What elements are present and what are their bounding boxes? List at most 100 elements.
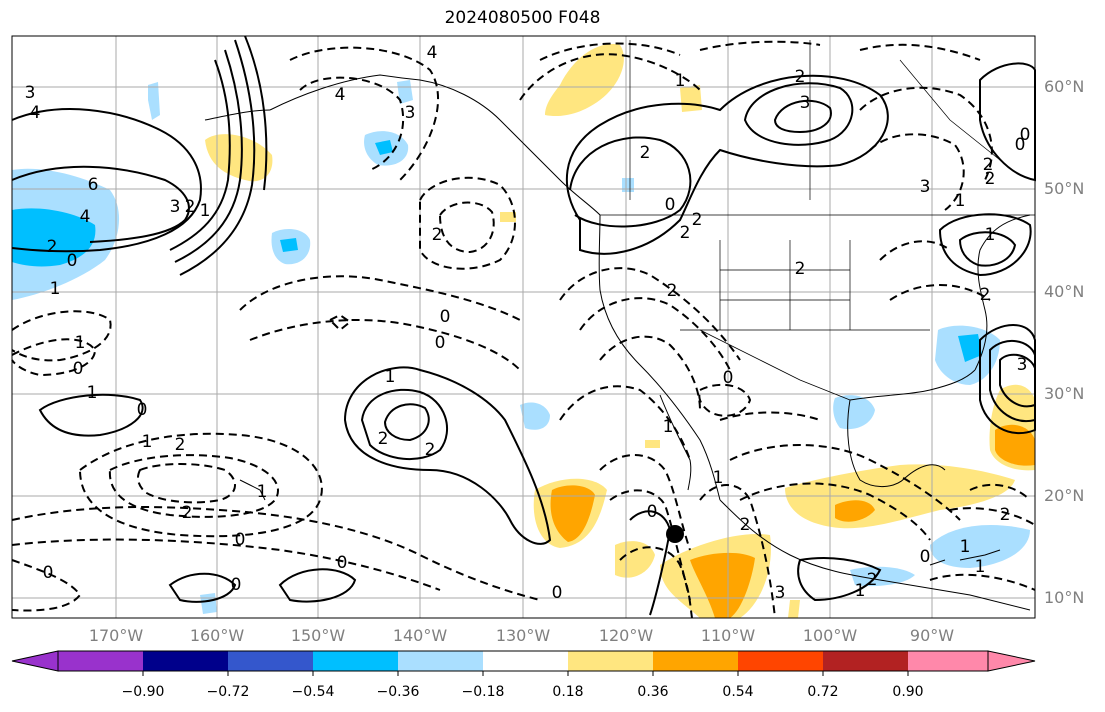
positive-shade-pacific-south (788, 600, 800, 618)
contour-label: 0 (647, 502, 658, 522)
colorbar-right-extension (987, 650, 1036, 672)
lon-label-100w: 100°W (802, 626, 858, 645)
negative-shade-small-5 (520, 402, 550, 430)
contour-label: 2 (985, 169, 996, 189)
contour-label: 1 (985, 225, 996, 245)
lon-label-150w: 150°W (290, 626, 346, 645)
colorbar-label-10: 0.90 (892, 684, 924, 700)
colorbar-segment-11 (908, 651, 988, 671)
contour-label: 0 (231, 575, 242, 595)
negative-shade-small-6 (622, 178, 634, 192)
colorbar-label-6: 0.18 (552, 684, 584, 700)
lon-label-140w: 140°W (392, 626, 448, 645)
contour-label: 2 (983, 155, 994, 175)
lat-label-60n: 60°N (1044, 77, 1085, 96)
lat-label-10n: 10°N (1044, 588, 1085, 607)
contour-label: 3 (170, 197, 181, 217)
contour-label: 1 (385, 367, 396, 387)
negative-shade-carib-2 (850, 566, 915, 587)
contour-label: 2 (980, 285, 991, 305)
positive-shade-storm-1 (615, 541, 655, 578)
contour-label: 2 (692, 210, 703, 230)
colorbar-segment-2 (143, 651, 228, 671)
contour-label: 6 (88, 175, 99, 195)
contour-label: 0 (435, 333, 446, 353)
contour-label: 1 (75, 333, 86, 353)
colorbar-segment-9 (738, 651, 823, 671)
contour-label: 3 (800, 93, 811, 113)
positive-shade-mexico-west-core (550, 485, 595, 542)
colorbar-label-9: 0.72 (807, 684, 839, 700)
contour-label: 0 (73, 359, 84, 379)
colorbar (11, 650, 1036, 676)
negative-shade-small-1 (148, 82, 160, 120)
contour-label: 0 (920, 547, 931, 567)
positive-shade-caribbean-core (835, 500, 875, 522)
contour-label: 2 (795, 67, 806, 87)
lat-label-20n: 20°N (1044, 486, 1085, 505)
colorbar-segment-5 (398, 651, 483, 671)
colorbar-segment-6 (483, 651, 568, 671)
contour-label: 2 (640, 143, 651, 163)
map-frame (11, 35, 1036, 619)
contour-label: 3 (775, 583, 786, 603)
contour-label: 0 (235, 530, 246, 550)
positive-shade-southeast-core (995, 424, 1035, 466)
colorbar-ticks (142, 671, 909, 676)
contour-label: 0 (665, 195, 676, 215)
contour-label: 1 (200, 201, 211, 221)
lat-label-50n: 50°N (1044, 179, 1085, 198)
colorbar-label-7: 0.36 (637, 684, 669, 700)
colorbar-label-2: −0.72 (206, 684, 250, 700)
contour-label: 2 (175, 435, 186, 455)
shading-layer (12, 44, 1035, 618)
contour-label: 2 (425, 440, 436, 460)
contour-label: 0 (552, 583, 563, 603)
contour-label: 2 (185, 197, 196, 217)
contour-label: 0 (67, 251, 78, 271)
colorbar-frame (57, 650, 989, 672)
contour-label: 2 (1000, 505, 1011, 525)
contour-label: 2 (680, 223, 691, 243)
colorbar-label-1: −0.90 (121, 684, 165, 700)
lat-label-30n: 30°N (1044, 384, 1085, 403)
negative-shade-small-3-core (375, 140, 393, 155)
negative-shade-tiny (200, 593, 217, 614)
colorbar-left-extension (11, 650, 59, 672)
positive-shade-tiny-2 (500, 212, 516, 222)
contour-label: 1 (955, 191, 966, 211)
contour-label: 0 (440, 307, 451, 327)
contour-label: 2 (667, 281, 678, 301)
lon-label-90w: 90°W (909, 626, 955, 645)
contour-label: 0 (723, 368, 734, 388)
lon-label-160w: 160°W (189, 626, 245, 645)
negative-shade-gulf (833, 395, 875, 430)
contour-label: 0 (337, 553, 348, 573)
contour-label: 1 (50, 279, 61, 299)
contour-label: 3 (1017, 355, 1028, 375)
contour-label: 1 (142, 432, 153, 452)
colorbar-label-5: −0.18 (461, 684, 505, 700)
lon-label-110w: 110°W (700, 626, 756, 645)
colorbar-segment-1 (58, 651, 143, 671)
contour-label: 1 (675, 71, 686, 91)
contour-label: 2 (795, 259, 806, 279)
negative-shade-small-2 (397, 80, 413, 104)
contour-label: 2 (47, 237, 58, 257)
lon-label-170w: 170°W (88, 626, 144, 645)
contour-label: 0 (1015, 135, 1026, 155)
negative-shade-southeast-core (958, 334, 982, 362)
negative-shade-carib (930, 525, 1030, 568)
graticule (12, 36, 1035, 618)
contour-label: 1 (960, 537, 971, 557)
colorbar-segment-3 (228, 651, 313, 671)
contour-label: 4 (427, 43, 438, 63)
contour-label: 2 (432, 225, 443, 245)
map-title: 2024080500 F048 (444, 8, 601, 28)
contour-label: 1 (87, 383, 98, 403)
storm-center-marker (666, 525, 684, 543)
colorbar-segment-10 (823, 651, 908, 671)
contour-label: 1 (975, 557, 986, 577)
